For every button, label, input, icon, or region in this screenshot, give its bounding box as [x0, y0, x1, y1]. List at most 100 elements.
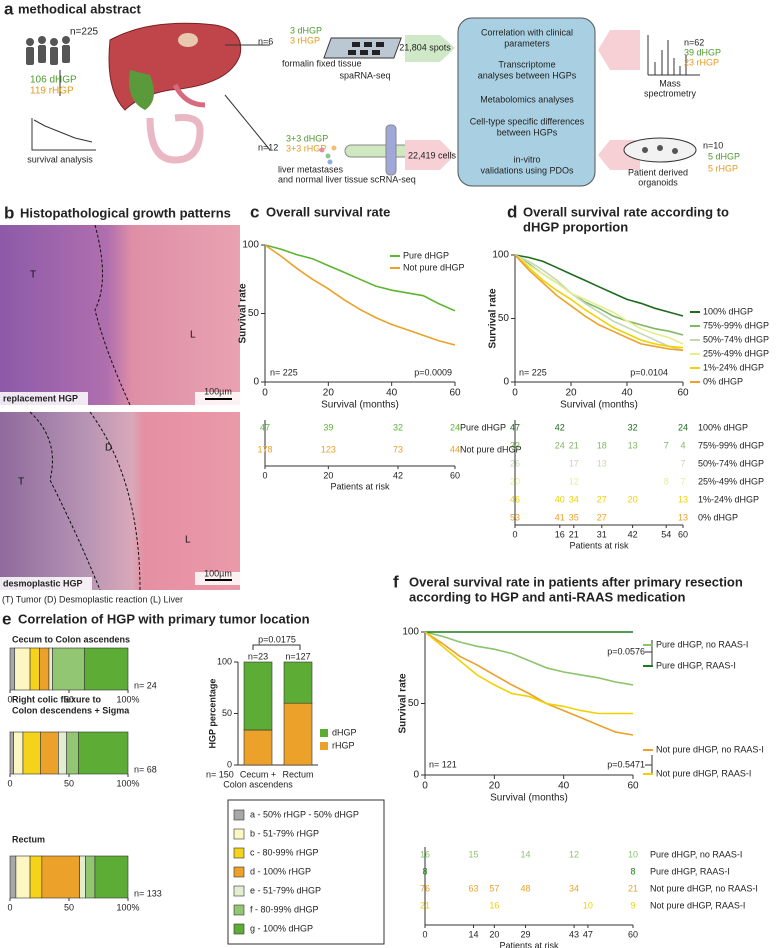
annotation: n= 121 — [429, 759, 457, 769]
risk-row-label: 100% dHGP — [698, 422, 748, 432]
risk-row-label: Not pure dHGP, no RAAS-I — [650, 883, 758, 893]
risk-tick-label: 21 — [569, 529, 579, 539]
annotation: p=0.0576 — [607, 646, 645, 656]
label: spaRNA-seq — [339, 70, 390, 80]
label: L — [190, 330, 196, 341]
x-tick-label: 40 — [621, 388, 633, 399]
bar-segment — [40, 731, 59, 775]
risk-count: 7 — [680, 458, 685, 468]
risk-count: 14 — [521, 849, 531, 859]
annotation: p=0.0009 — [414, 367, 452, 377]
risk-count: 7 — [680, 476, 685, 486]
x-tick-label: 0 — [7, 694, 12, 704]
risk-count: 57 — [489, 883, 499, 893]
risk-tick-label: 16 — [555, 529, 565, 539]
bar-segment — [94, 855, 129, 899]
risk-count: 34 — [569, 494, 579, 504]
survival-curve — [424, 631, 633, 715]
risk-tick-label: 47 — [583, 929, 593, 939]
risk-count: 26 — [510, 458, 520, 468]
category-label: Colon descendens + Sigma — [12, 705, 130, 715]
panel-letter: e — [2, 609, 11, 628]
survival-curve — [424, 631, 634, 686]
legend-label: 50%-74% dHGP — [703, 334, 769, 344]
legend-swatch — [233, 828, 245, 840]
risk-row-label: Not pure dHGP — [460, 444, 522, 454]
bar-segment — [48, 647, 53, 691]
bar-segment — [79, 855, 86, 899]
x-tick-label: Cecum + — [240, 769, 276, 779]
x-tick-label: 0 — [262, 388, 268, 399]
label: validations using PDOs — [480, 165, 574, 175]
annotation: p=0.0175 — [258, 634, 296, 644]
x-tick-label: 50 — [64, 694, 74, 704]
panel-title: dHGP proportion — [523, 219, 628, 234]
risk-row-label: Pure dHGP, no RAAS-I — [650, 849, 742, 859]
x-tick-label: 0 — [7, 902, 12, 912]
risk-count: 34 — [569, 883, 579, 893]
x-tick-label: 0 — [512, 388, 518, 399]
annotation: p=0.5471 — [607, 759, 645, 769]
bar-segment — [58, 731, 67, 775]
risk-count: 15 — [469, 849, 479, 859]
label: Cell-type specific differences — [470, 116, 585, 126]
bar-segment — [29, 647, 40, 691]
risk-tick-label: 20 — [323, 470, 333, 480]
category-label: Right colic flexure to — [12, 694, 102, 704]
survival-curve — [264, 244, 456, 312]
label: n=62 — [684, 37, 704, 47]
risk-tick-label: 14 — [469, 929, 479, 939]
legend-swatch — [233, 847, 245, 859]
legend-label: b - 51-79% rHGP — [250, 828, 319, 838]
legend-label: e - 51-79% dHGP — [250, 885, 321, 895]
risk-tick-label: 60 — [678, 529, 688, 539]
survival-curve — [514, 254, 684, 352]
annotation: p=0.0104 — [630, 367, 668, 377]
risk-count: 16 — [489, 900, 499, 910]
category-label: Cecum to Colon ascendens — [12, 634, 130, 644]
risk-count: 20 — [628, 494, 638, 504]
legend-label: Not pure dHGP — [403, 262, 465, 272]
label: 5 rHGP — [708, 163, 738, 173]
label: 21,804 spots — [399, 42, 451, 52]
risk-count: 40 — [555, 494, 565, 504]
bar-segment — [13, 731, 24, 775]
risk-count: 21 — [628, 883, 638, 893]
y-axis-label: HGP percentage — [207, 679, 217, 749]
risk-count: 7 — [664, 440, 669, 450]
legend-swatch — [320, 729, 328, 737]
risk-axis — [514, 420, 683, 526]
risk-count: 13 — [597, 458, 607, 468]
label: between HGPs — [497, 127, 558, 137]
legend-label: Not pure dHGP, no RAAS-I — [656, 744, 764, 754]
label: liver metastases — [278, 164, 344, 174]
label: 5 dHGP — [708, 151, 740, 161]
label: Transcriptome — [498, 59, 555, 69]
label: D — [105, 443, 112, 454]
label: spectrometry — [644, 88, 697, 98]
legend-label: f - 80-99% dHGP — [250, 904, 319, 914]
risk-count: 39 — [323, 422, 333, 432]
risk-count: 17 — [569, 458, 579, 468]
x-tick-label: 60 — [449, 388, 461, 399]
label: and normal liver tissue — [278, 174, 368, 184]
legend-label: 1%-24% dHGP — [703, 362, 764, 372]
legend-label: g - 100% dHGP — [250, 923, 313, 933]
x-tick-label: Colon ascendens — [223, 779, 293, 789]
survival-curve — [514, 254, 684, 349]
risk-tick-label: 54 — [661, 529, 671, 539]
label: 3+3 dHGP — [286, 133, 328, 143]
risk-count: 21 — [569, 440, 579, 450]
y-tick-label: 50 — [248, 308, 260, 319]
y-axis-label: Survival rate — [488, 288, 499, 348]
legend-label: d - 100% rHGP — [250, 866, 311, 876]
label: n=10 — [703, 140, 723, 150]
n-label: n= 133 — [134, 888, 162, 898]
label: n=6 — [258, 36, 273, 46]
x-axis-label: Survival (months) — [321, 400, 399, 411]
bar-segment — [243, 661, 273, 731]
bar-segment — [15, 855, 31, 899]
panel-title: Histopathological growth patterns — [20, 205, 231, 220]
risk-count: 53 — [510, 512, 520, 522]
